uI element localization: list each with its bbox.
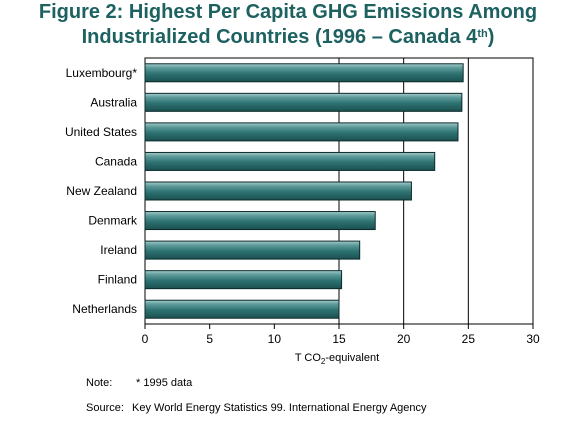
category-label-canada: Canada [95,154,137,168]
category-label-netherlands: Netherlands [72,302,137,316]
bar-ireland [144,240,361,260]
category-labels: Luxembourg* Australia United States Canada N… [65,66,138,316]
chart-title: Figure 2: Highest Per Capita GHG Emissio… [0,1,576,48]
chart-title-line-1: Figure 2: Highest Per Capita GHG Emissio… [38,1,538,23]
bar-netherlands [144,299,340,319]
category-label-australia: Australia [90,95,137,109]
x-tick-label-20: 20 [397,332,411,346]
x-axis-label: T CO2-equivalent [295,352,379,366]
x-tick-label-5: 5 [206,332,213,346]
bar-new-zealand [144,181,412,201]
x-tick-label-15: 15 [332,332,346,346]
chart-title-line-2-main: Industrialized Countries (1996 – Canada … [81,26,478,48]
x-axis-ticks: 0 5 10 15 20 25 30 [142,324,540,346]
chart-title-line-2: Industrialized Countries (1996 – Canada … [0,23,576,48]
source-text: Key World Energy Statistics 99. Internat… [132,402,427,414]
bar-united-states [144,122,459,142]
bar-finland [144,270,343,290]
category-label-ireland: Ireland [100,243,137,257]
bar-denmark [144,211,376,231]
x-tick-label-25: 25 [462,332,476,346]
category-label-denmark: Denmark [88,214,138,228]
note-label: Note: [86,377,113,389]
x-axis-label-suffix: -equivalent [325,352,379,364]
source-label: Source: [86,402,124,414]
x-tick-label-30: 30 [526,332,540,346]
category-label-finland: Finland [98,273,137,287]
chart-title-line-2-sup: th [477,28,488,40]
category-label-united-states: United States [65,125,137,139]
bar-canada [144,151,436,171]
note-text: * 1995 data [136,377,193,389]
bar-australia [144,92,463,112]
bar-luxembourg [144,63,464,83]
x-tick-label-0: 0 [142,332,149,346]
x-tick-label-10: 10 [268,332,282,346]
x-axis-label-prefix: T CO [295,352,322,364]
category-label-new-zealand: New Zealand [66,184,137,198]
chart-title-line-2-end: ) [487,26,495,48]
category-label-luxembourg: Luxembourg* [66,66,138,80]
bars-group [144,63,464,319]
x-axis-label-subscript: 2 [321,357,326,366]
